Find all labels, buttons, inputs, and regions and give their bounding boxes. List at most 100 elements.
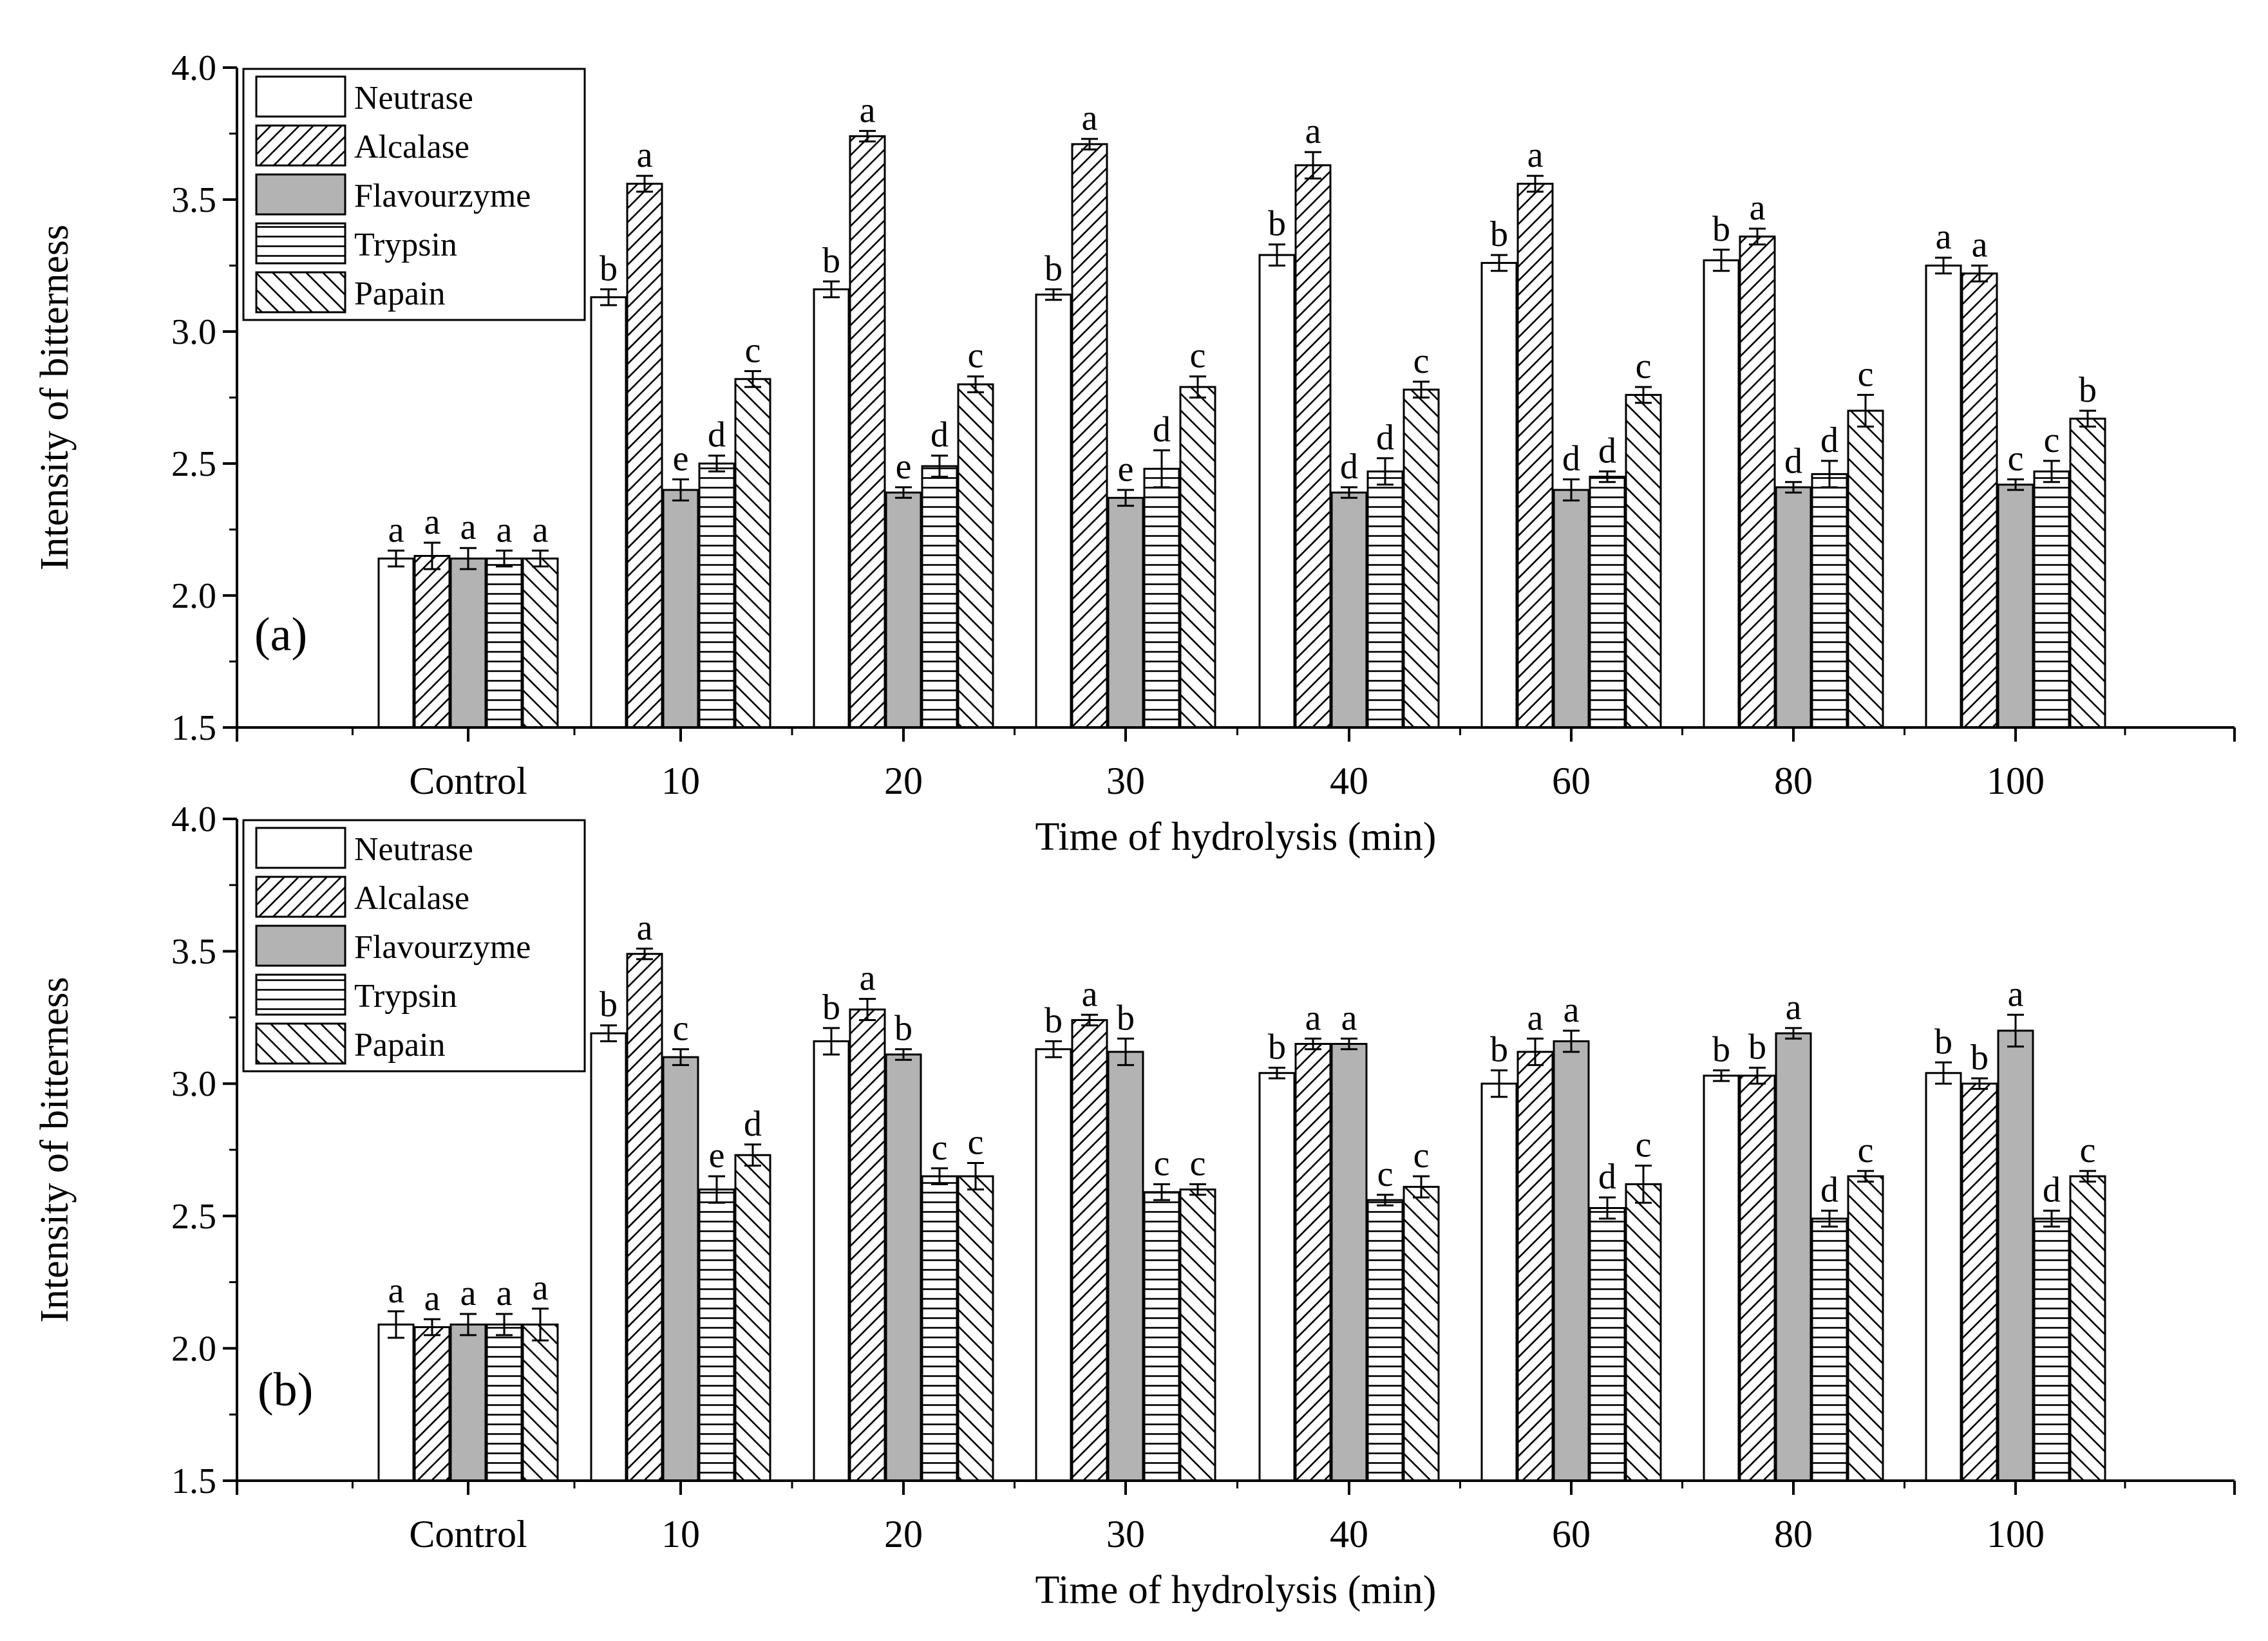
y-tick-label: 3.5 <box>171 180 216 220</box>
significance-letter: d <box>708 415 726 455</box>
y-tick-label: 1.5 <box>171 1461 216 1501</box>
significance-letter: c <box>1190 336 1206 376</box>
legend-label: Alcalase <box>354 129 469 165</box>
bar <box>1625 393 1662 729</box>
legend-swatch-alcalase <box>255 876 346 918</box>
significance-letter: c <box>2008 439 2024 479</box>
significance-letter: d <box>931 415 949 455</box>
significance-letter: a <box>388 1271 404 1311</box>
bar <box>885 1053 922 1482</box>
significance-letter: d <box>2043 1170 2061 1210</box>
x-tick-label: 30 <box>1106 1513 1145 1555</box>
x-tick-label: Control <box>409 1513 527 1555</box>
significance-letter: a <box>860 959 876 999</box>
bar <box>1035 1048 1072 1482</box>
bar <box>377 1323 415 1482</box>
significance-letter: c <box>1413 341 1430 381</box>
legend-label: Flavourzyme <box>354 178 531 214</box>
bar <box>1589 476 1626 729</box>
legend-swatch-trypsin <box>255 973 346 1016</box>
y-tick-label: 3.0 <box>171 312 216 352</box>
significance-letter: a <box>1341 998 1357 1038</box>
bar <box>1811 1217 1848 1482</box>
significance-letter: c <box>1377 1154 1394 1194</box>
bar <box>1179 386 1216 729</box>
significance-letter: a <box>533 1268 549 1308</box>
significance-letter: c <box>2080 1130 2096 1170</box>
bar <box>885 491 922 729</box>
bar <box>590 296 627 729</box>
significance-letter: b <box>1934 1022 1952 1062</box>
series-papain: ad cc c c c c <box>522 1104 2106 1482</box>
panel-label: (b) <box>258 1364 313 1416</box>
bar <box>1961 272 1998 729</box>
significance-letter: a <box>496 510 513 550</box>
x-axis-title: Time of hydrolysis (min) <box>1035 1568 1437 1612</box>
x-tick-label: 20 <box>884 1513 923 1555</box>
legend-swatch-neutrase <box>255 827 346 869</box>
bar <box>522 1323 559 1482</box>
significance-letter: b <box>1490 214 1508 254</box>
bar <box>1775 1032 1812 1482</box>
legend-label: Flavourzyme <box>354 929 531 966</box>
significance-letter: b <box>2079 370 2097 410</box>
bar <box>449 558 487 729</box>
series-flavourzyme: ac b b a a a a <box>449 974 2034 1482</box>
bar <box>377 558 415 729</box>
legend-swatch-alcalase <box>255 124 346 167</box>
significance-letter: d <box>744 1104 762 1144</box>
significance-letter: a <box>1750 188 1766 228</box>
significance-letter: c <box>1858 354 1874 394</box>
significance-letter: c <box>1413 1136 1430 1176</box>
legend: Neutrase Alcalase Flavourzyme Trypsin Papain <box>242 819 586 1073</box>
bar <box>413 1326 451 1482</box>
legend-label: Trypsin <box>354 978 457 1015</box>
significance-letter: d <box>1598 1157 1616 1197</box>
significance-letter: a <box>424 502 440 542</box>
bar <box>1035 294 1072 729</box>
bar <box>1403 388 1440 729</box>
significance-letter: a <box>1972 225 1988 265</box>
y-axis-title: Intensity of bitterness <box>33 977 77 1322</box>
series-neutrase: ab b bb b b b <box>377 985 1962 1482</box>
x-tick-label: 80 <box>1774 760 1813 802</box>
bar <box>1625 1183 1662 1482</box>
significance-letter: c <box>968 336 984 376</box>
legend-swatch-neutrase <box>255 75 346 118</box>
x-tick-label: 40 <box>1330 760 1368 802</box>
significance-letter: a <box>637 135 653 175</box>
bar <box>1925 265 1962 729</box>
bar <box>1847 1175 1884 1482</box>
bar <box>1703 259 1740 729</box>
bar <box>2069 417 2106 729</box>
legend: Neutrase Alcalase Flavourzyme Trypsin Papain <box>242 68 586 321</box>
significance-letter: d <box>1598 431 1616 471</box>
significance-letter: a <box>1936 217 1952 257</box>
bar <box>1480 261 1518 729</box>
significance-letter: c <box>1190 1143 1206 1183</box>
x-tick-label: 30 <box>1106 760 1145 802</box>
legend-swatch-flavourzyme <box>255 173 346 216</box>
series-papain: ac c c c c c b <box>522 331 2106 729</box>
bar <box>1925 1072 1962 1482</box>
significance-letter: a <box>1786 988 1802 1027</box>
significance-letter: a <box>388 510 404 550</box>
x-tick-label: 10 <box>661 760 700 802</box>
bar <box>1997 483 2034 729</box>
x-tick-label: 60 <box>1552 1513 1591 1555</box>
bar <box>1739 235 1776 729</box>
x-tick-label: 40 <box>1330 1513 1368 1555</box>
bar <box>626 182 663 729</box>
legend-label: Alcalase <box>354 880 469 917</box>
bar <box>662 1056 699 1482</box>
legend-label: Neutrase <box>354 831 473 868</box>
bar <box>1366 1199 1404 1482</box>
significance-letter: b <box>822 988 840 1027</box>
y-tick-label: 3.5 <box>171 932 216 972</box>
bar <box>590 1032 627 1482</box>
bar <box>921 1175 958 1482</box>
bar <box>734 378 771 729</box>
y-tick-label: 3.0 <box>171 1064 216 1104</box>
significance-letter: b <box>822 241 840 281</box>
significance-letter: c <box>1636 1125 1652 1165</box>
